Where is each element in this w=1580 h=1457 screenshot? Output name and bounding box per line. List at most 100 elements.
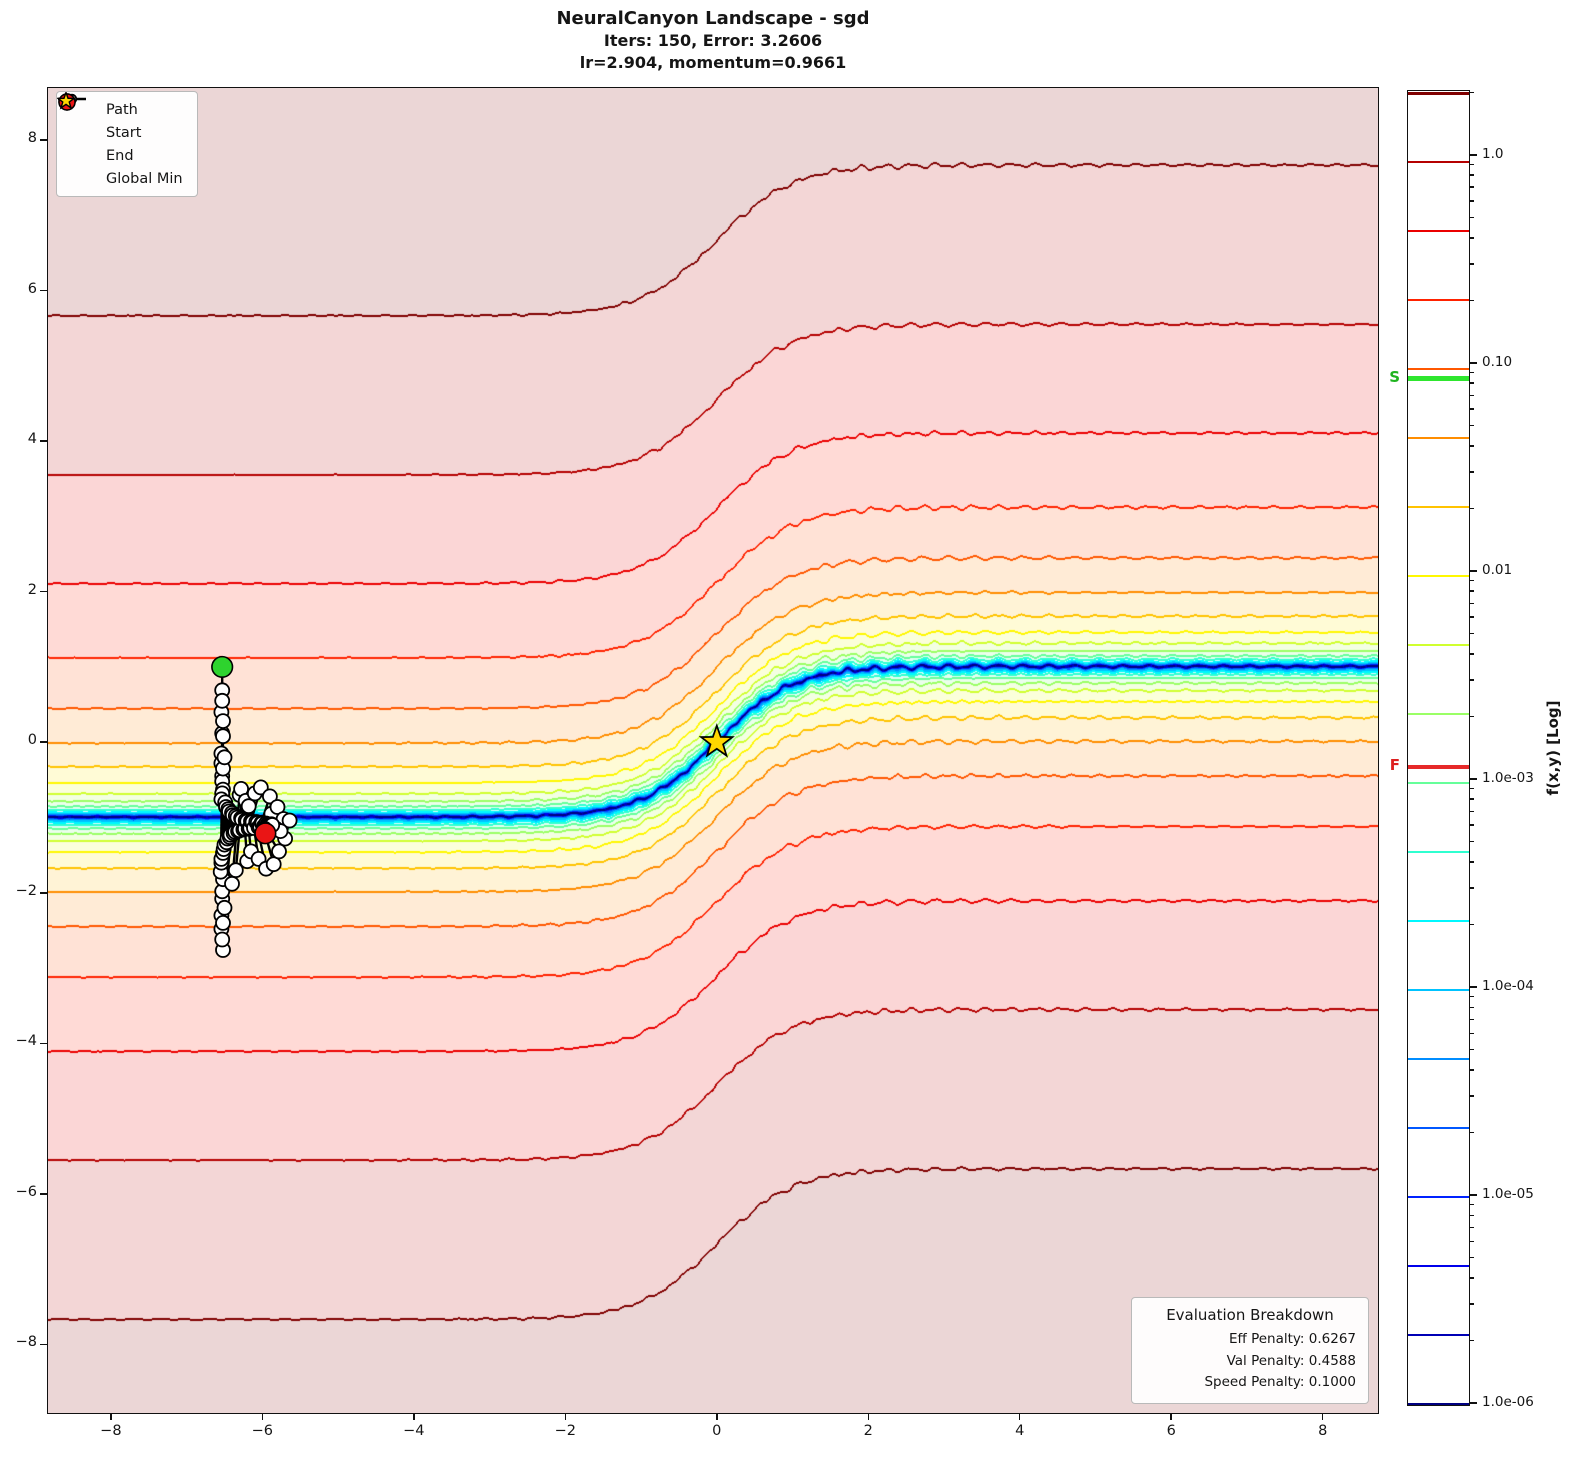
y-axis-tick xyxy=(40,1193,47,1195)
y-tick-label: −2 xyxy=(15,882,37,899)
colorbar-minor-tick xyxy=(1470,602,1474,605)
start-marker xyxy=(211,655,234,679)
colorbar-minor-tick xyxy=(1470,1095,1474,1097)
eff-penalty-value: Eff Penalty: 0.6267 xyxy=(1228,1331,1356,1348)
colorbar-minor-tick xyxy=(1470,616,1474,618)
colorbar-minor-tick xyxy=(1470,1256,1474,1259)
path-point-marker xyxy=(224,875,240,892)
colorbar-major-tick xyxy=(1470,986,1477,988)
path-point-marker xyxy=(214,692,231,709)
y-axis-tick xyxy=(40,1343,47,1346)
end-marker xyxy=(254,822,277,845)
colorbar-minor-tick xyxy=(1470,887,1474,889)
path-point-marker xyxy=(240,798,257,815)
x-tick-label: 2 xyxy=(863,1423,873,1439)
y-tick-label: −6 xyxy=(15,1183,37,1200)
colorbar-minor-tick xyxy=(1470,424,1474,427)
colorbar-level-line xyxy=(1408,850,1469,854)
path-overlay xyxy=(211,655,735,958)
y-tick-label: −8 xyxy=(15,1334,37,1351)
val-penalty-value: Val Penalty: 0.4588 xyxy=(1226,1352,1356,1369)
path-point-marker xyxy=(281,812,298,829)
colorbar-major-tick xyxy=(1470,1194,1477,1196)
colorbar-minor-tick xyxy=(1470,1240,1474,1243)
y-tick-label: 8 xyxy=(27,129,37,146)
colorbar-level-line xyxy=(1408,298,1469,302)
colorbar-minor-tick xyxy=(1470,471,1474,473)
colorbar-level-line xyxy=(1408,1333,1469,1337)
colorbar-level-line xyxy=(1408,1402,1469,1406)
colorbar-start-level-line xyxy=(1408,376,1469,381)
y-axis-tick xyxy=(40,1042,47,1045)
plot-area: Path Start End Global Min xyxy=(47,87,1379,1414)
y-axis-tick xyxy=(40,892,47,894)
colorbar-minor-tick xyxy=(1470,1203,1474,1206)
colorbar-minor-tick xyxy=(1470,91,1474,94)
colorbar-major-tick xyxy=(1470,362,1477,364)
x-axis-tick xyxy=(110,1413,112,1420)
colorbar-minor-tick xyxy=(1470,798,1474,800)
colorbar-level-line xyxy=(1408,229,1469,233)
path-point-marker xyxy=(261,788,278,805)
colorbar-minor-tick xyxy=(1470,824,1474,826)
colorbar-minor-tick xyxy=(1470,1226,1474,1229)
colorbar-level-line xyxy=(1408,1195,1469,1199)
colorbar-minor-tick xyxy=(1470,299,1474,302)
colorbar-minor-tick xyxy=(1470,408,1474,410)
x-tick-label: −8 xyxy=(100,1423,122,1439)
legend-label-end: End xyxy=(106,147,134,164)
chart-title-block: NeuralCanyon Landscape - sgd Iters: 150,… xyxy=(48,7,1378,74)
colorbar-end-marker-label: F xyxy=(1389,756,1400,775)
y-axis-tick xyxy=(40,139,47,141)
colorbar-minor-tick xyxy=(1470,1131,1474,1134)
y-tick-label: −4 xyxy=(15,1033,37,1050)
y-tick-label: 2 xyxy=(27,581,37,598)
colorbar-tick-label: 0.10 xyxy=(1482,353,1513,370)
colorbar-minor-tick xyxy=(1470,263,1474,265)
colorbar-level-line xyxy=(1408,367,1469,371)
x-axis-tick xyxy=(1170,1413,1172,1420)
colorbar-minor-tick xyxy=(1470,1303,1474,1305)
legend: Path Start End Global Min xyxy=(56,91,198,197)
colorbar-level-line xyxy=(1408,781,1469,785)
path-point-marker xyxy=(215,915,231,931)
legend-label-start: Start xyxy=(106,124,142,141)
legend-item-start: Start xyxy=(58,93,183,144)
y-tick-label: 0 xyxy=(27,732,37,749)
colorbar-level-line xyxy=(1408,160,1469,164)
colorbar-minor-tick xyxy=(1470,579,1474,582)
colorbar-level-line xyxy=(1408,1126,1469,1130)
colorbar-level-line xyxy=(1408,505,1469,509)
colorbar-minor-tick xyxy=(1470,200,1474,202)
legend-item-path: Path xyxy=(58,93,183,121)
x-axis-tick xyxy=(413,1413,415,1420)
colorbar-minor-tick xyxy=(1470,715,1474,718)
y-axis-tick xyxy=(40,289,47,292)
colorbar-minor-tick xyxy=(1470,1032,1474,1034)
colorbar-minor-tick xyxy=(1470,1277,1474,1279)
evaluation-box-title: Evaluation Breakdown xyxy=(1166,1306,1334,1325)
colorbar-minor-tick xyxy=(1470,394,1474,396)
colorbar-level-line xyxy=(1408,712,1469,716)
colorbar-minor-tick xyxy=(1470,995,1474,998)
x-tick-label: 8 xyxy=(1318,1423,1328,1439)
colorbar-major-tick xyxy=(1470,154,1477,156)
path-point-marker xyxy=(216,899,233,916)
colorbar-level-line xyxy=(1408,1057,1469,1061)
colorbar-minor-tick xyxy=(1470,382,1474,384)
y-axis-tick xyxy=(40,741,47,743)
path-point-marker xyxy=(214,931,231,948)
colorbar-tick-label: 1.0e-06 xyxy=(1482,1394,1534,1410)
colorbar-axis-label: f(x,y) [Log] xyxy=(1544,700,1562,796)
legend-label-path: Path xyxy=(106,101,138,118)
colorbar-minor-tick xyxy=(1470,445,1474,447)
legend-item-end: End xyxy=(58,93,183,167)
colorbar-minor-tick xyxy=(1470,371,1474,374)
colorbar-major-tick xyxy=(1470,1402,1477,1404)
colorbar-tick-label: 1.0e-03 xyxy=(1482,769,1534,786)
colorbar-minor-tick xyxy=(1470,1339,1474,1342)
speed-penalty-value: Speed Penalty: 0.1000 xyxy=(1204,1374,1356,1391)
colorbar-minor-tick xyxy=(1470,186,1474,188)
x-tick-label: 4 xyxy=(1015,1423,1025,1439)
colorbar-minor-tick xyxy=(1470,679,1474,681)
